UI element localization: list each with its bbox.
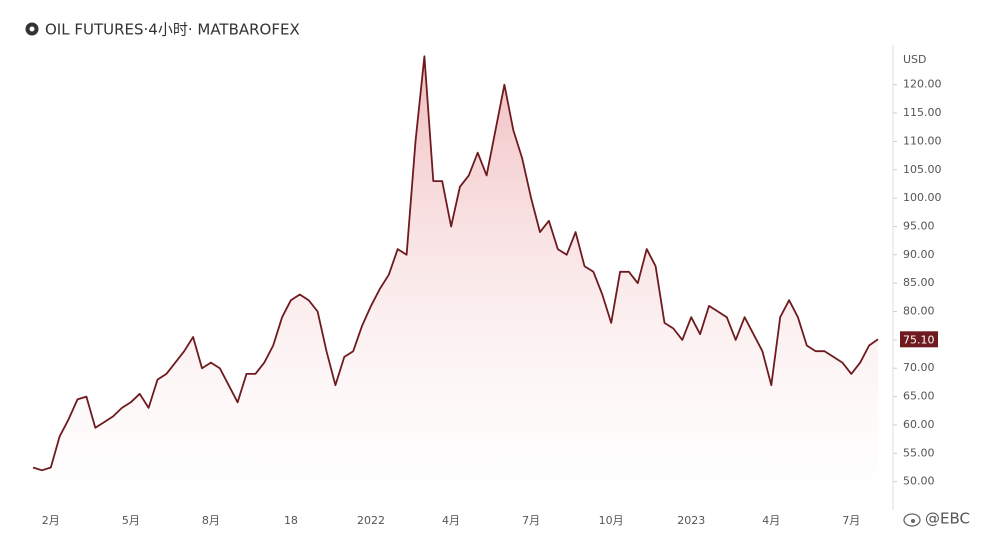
x-tick-label: 8月 bbox=[202, 514, 220, 527]
watermark-icon bbox=[903, 513, 921, 527]
x-tick-label: 5月 bbox=[122, 514, 140, 527]
y-tick-label: 60.00 bbox=[903, 418, 935, 431]
x-tick-label: 10月 bbox=[599, 514, 624, 527]
y-tick-label: 110.00 bbox=[903, 134, 942, 147]
x-tick-label: 4月 bbox=[442, 514, 460, 527]
x-tick-label: 18 bbox=[284, 514, 298, 527]
price-label: 75.10 bbox=[903, 333, 935, 346]
y-tick-label: 120.00 bbox=[903, 78, 942, 91]
y-tick-label: 95.00 bbox=[903, 219, 935, 232]
price-label-box bbox=[900, 331, 938, 348]
x-tick-label: 2月 bbox=[42, 514, 60, 527]
x-tick-label: 2022 bbox=[357, 514, 385, 527]
y-tick-label: 115.00 bbox=[903, 106, 942, 119]
title-icon-hole bbox=[29, 26, 35, 32]
x-tick-label: 7月 bbox=[522, 514, 540, 527]
y-tick-label: 105.00 bbox=[903, 163, 942, 176]
watermark: @EBC bbox=[925, 510, 970, 528]
y-tick-label: 90.00 bbox=[903, 248, 935, 261]
y-tick-label: 65.00 bbox=[903, 390, 935, 403]
y-tick-label: 85.00 bbox=[903, 276, 935, 289]
y-tick-label: 80.00 bbox=[903, 305, 935, 318]
y-tick-label: 55.00 bbox=[903, 446, 935, 459]
price-line bbox=[32, 55, 879, 472]
y-tick-label: 100.00 bbox=[903, 191, 942, 204]
area bbox=[33, 56, 878, 511]
x-tick-label: 4月 bbox=[762, 514, 780, 527]
y-axis-label: USD bbox=[903, 53, 927, 66]
y-tick-label: 70.00 bbox=[903, 361, 935, 374]
x-tick-label: 7月 bbox=[842, 514, 860, 527]
y-tick-label: 50.00 bbox=[903, 475, 935, 488]
x-tick-label: 2023 bbox=[677, 514, 705, 527]
chart-title: OIL FUTURES·4小时· MATBAROFEX bbox=[45, 21, 300, 39]
